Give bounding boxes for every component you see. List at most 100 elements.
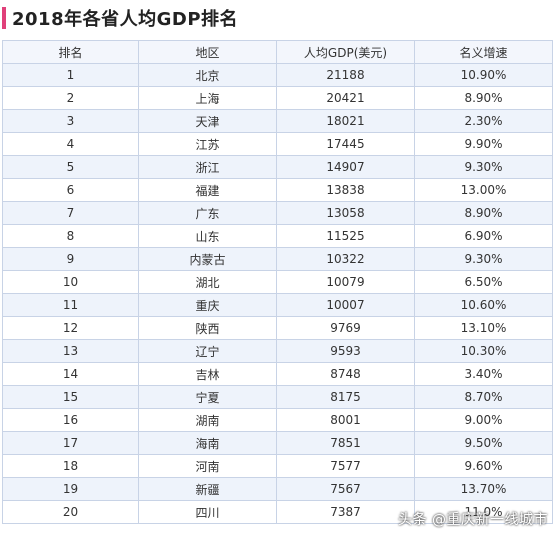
cell-gdp-per-capita: 8175 [276, 385, 415, 409]
cell-region: 湖北 [138, 270, 277, 294]
cell-region: 河南 [138, 454, 277, 478]
cell-gdp-per-capita: 20421 [276, 86, 415, 110]
cell-region: 北京 [138, 63, 277, 87]
cell-rank: 14 [2, 362, 139, 386]
cell-nominal-growth: 9.00% [414, 408, 553, 432]
cell-nominal-growth: 9.30% [414, 247, 553, 271]
title-bar: 2018年各省人均GDP排名 [0, 0, 554, 36]
cell-nominal-growth: 8.90% [414, 201, 553, 225]
cell-nominal-growth: 3.40% [414, 362, 553, 386]
table-row: 16 湖南 8001 9.00% [2, 408, 553, 432]
table-row: 1 北京 21188 10.90% [2, 63, 553, 87]
cell-gdp-per-capita: 8001 [276, 408, 415, 432]
cell-nominal-growth: 10.60% [414, 293, 553, 317]
table-row: 13 辽宁 9593 10.30% [2, 339, 553, 363]
cell-rank: 8 [2, 224, 139, 248]
table-row: 19 新疆 7567 13.70% [2, 477, 553, 501]
table-row: 17 海南 7851 9.50% [2, 431, 553, 455]
cell-region: 重庆 [138, 293, 277, 317]
table-row: 6 福建 13838 13.00% [2, 178, 553, 202]
cell-region: 新疆 [138, 477, 277, 501]
table-row: 5 浙江 14907 9.30% [2, 155, 553, 179]
cell-gdp-per-capita: 9593 [276, 339, 415, 363]
cell-nominal-growth: 8.90% [414, 86, 553, 110]
table-row: 2 上海 20421 8.90% [2, 86, 553, 110]
table-row: 7 广东 13058 8.90% [2, 201, 553, 225]
cell-gdp-per-capita: 8748 [276, 362, 415, 386]
cell-region: 天津 [138, 109, 277, 133]
table-row: 4 江苏 17445 9.90% [2, 132, 553, 156]
cell-gdp-per-capita: 7577 [276, 454, 415, 478]
cell-region: 内蒙古 [138, 247, 277, 271]
cell-region: 宁夏 [138, 385, 277, 409]
cell-gdp-per-capita: 7851 [276, 431, 415, 455]
cell-gdp-per-capita: 7567 [276, 477, 415, 501]
cell-rank: 15 [2, 385, 139, 409]
cell-region: 海南 [138, 431, 277, 455]
cell-gdp-per-capita: 18021 [276, 109, 415, 133]
cell-rank: 20 [2, 500, 139, 524]
cell-gdp-per-capita: 21188 [276, 63, 415, 87]
cell-region: 广东 [138, 201, 277, 225]
cell-nominal-growth: 6.90% [414, 224, 553, 248]
cell-gdp-per-capita: 10007 [276, 293, 415, 317]
cell-rank: 2 [2, 86, 139, 110]
table-row: 15 宁夏 8175 8.70% [2, 385, 553, 409]
cell-nominal-growth: 13.70% [414, 477, 553, 501]
cell-nominal-growth: 2.30% [414, 109, 553, 133]
cell-nominal-growth: 10.90% [414, 63, 553, 87]
cell-nominal-growth: 9.90% [414, 132, 553, 156]
cell-gdp-per-capita: 11525 [276, 224, 415, 248]
cell-rank: 17 [2, 431, 139, 455]
header-nominal-growth: 名义增速 [414, 40, 553, 64]
cell-rank: 19 [2, 477, 139, 501]
table-row: 10 湖北 10079 6.50% [2, 270, 553, 294]
cell-rank: 13 [2, 339, 139, 363]
cell-region: 山东 [138, 224, 277, 248]
cell-gdp-per-capita: 9769 [276, 316, 415, 340]
table-row: 18 河南 7577 9.60% [2, 454, 553, 478]
cell-rank: 18 [2, 454, 139, 478]
cell-rank: 7 [2, 201, 139, 225]
cell-region: 江苏 [138, 132, 277, 156]
cell-gdp-per-capita: 10322 [276, 247, 415, 271]
cell-nominal-growth: 9.30% [414, 155, 553, 179]
cell-region: 辽宁 [138, 339, 277, 363]
page-title: 2018年各省人均GDP排名 [12, 9, 239, 30]
header-region: 地区 [138, 40, 277, 64]
cell-nominal-growth: 8.70% [414, 385, 553, 409]
cell-rank: 1 [2, 63, 139, 87]
header-gdp-per-capita: 人均GDP(美元) [276, 40, 415, 64]
cell-rank: 5 [2, 155, 139, 179]
cell-nominal-growth: 13.10% [414, 316, 553, 340]
cell-gdp-per-capita: 13838 [276, 178, 415, 202]
cell-gdp-per-capita: 17445 [276, 132, 415, 156]
table-row: 12 陕西 9769 13.10% [2, 316, 553, 340]
cell-region: 陕西 [138, 316, 277, 340]
cell-region: 吉林 [138, 362, 277, 386]
cell-rank: 12 [2, 316, 139, 340]
cell-region: 湖南 [138, 408, 277, 432]
table-row: 8 山东 11525 6.90% [2, 224, 553, 248]
cell-nominal-growth: 6.50% [414, 270, 553, 294]
cell-rank: 9 [2, 247, 139, 271]
cell-rank: 6 [2, 178, 139, 202]
cell-nominal-growth: 13.00% [414, 178, 553, 202]
cell-region: 上海 [138, 86, 277, 110]
table-row: 14 吉林 8748 3.40% [2, 362, 553, 386]
table-row: 11 重庆 10007 10.60% [2, 293, 553, 317]
cell-rank: 10 [2, 270, 139, 294]
table-row: 3 天津 18021 2.30% [2, 109, 553, 133]
cell-region: 浙江 [138, 155, 277, 179]
table-header-row: 排名 地区 人均GDP(美元) 名义增速 [2, 40, 553, 64]
title-accent-bar [2, 7, 6, 29]
cell-rank: 3 [2, 109, 139, 133]
cell-gdp-per-capita: 13058 [276, 201, 415, 225]
cell-rank: 11 [2, 293, 139, 317]
cell-nominal-growth: 11.0% [414, 500, 553, 524]
cell-rank: 4 [2, 132, 139, 156]
table-row: 9 内蒙古 10322 9.30% [2, 247, 553, 271]
watermark: 头条 @重庆新一线城市 [398, 512, 548, 528]
cell-nominal-growth: 9.50% [414, 431, 553, 455]
